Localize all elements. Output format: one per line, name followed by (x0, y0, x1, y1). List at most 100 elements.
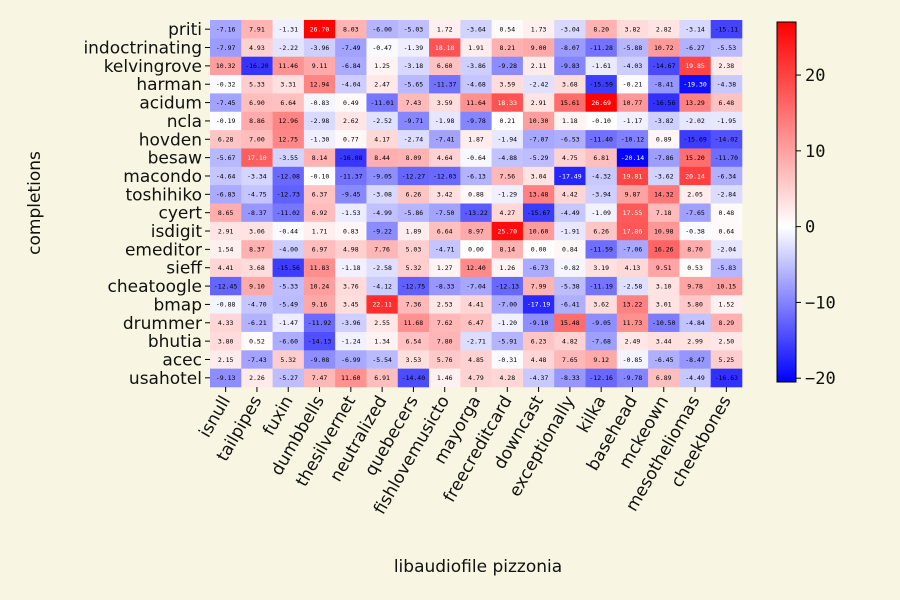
cell-value-label: 6.92 (312, 209, 328, 217)
cell-value-label: -3.34 (247, 172, 267, 180)
heatmap-cell (335, 295, 367, 314)
cell-value-label: -3.86 (466, 62, 486, 70)
heatmap-cell (679, 20, 712, 39)
heatmap-cell (491, 240, 524, 259)
cell-value-label: 8.03 (343, 25, 359, 33)
heatmap-cell (522, 148, 555, 168)
row-label: sieff (166, 259, 203, 279)
heatmap-cell (679, 331, 712, 351)
heatmap-cell (491, 166, 524, 186)
heatmap-cell (679, 240, 712, 259)
heatmap-cell (522, 185, 555, 204)
cell-value-label: -11.59 (589, 246, 613, 254)
cell-value-label: -11.02 (276, 209, 300, 217)
cell-value-label: 12.75 (278, 136, 298, 144)
heatmap-cell (241, 331, 273, 351)
heatmap-cell (648, 203, 680, 223)
heatmap-cell (616, 166, 649, 186)
cell-value-label: -0.88 (216, 301, 236, 309)
cell-value-label: -12.08 (276, 172, 300, 180)
cell-value-label: 2.15 (218, 356, 234, 364)
heatmap-cell (648, 20, 680, 39)
heatmap-cell (522, 276, 555, 296)
heatmap-cell (272, 93, 305, 113)
cell-value-label: 0.49 (343, 99, 359, 107)
heatmap-cell (335, 203, 367, 223)
cell-value-label: 11.60 (341, 374, 361, 382)
heatmap-cell (585, 203, 618, 223)
row-label: usahotel (129, 369, 202, 389)
row-label: cheatoogle (108, 277, 202, 297)
heatmap-cell (648, 258, 680, 278)
cell-value-label: 8.97 (468, 227, 484, 235)
heatmap-cell (429, 38, 461, 57)
heatmap-cell (366, 56, 399, 76)
heatmap-cell (272, 20, 305, 39)
cell-value-label: 3.76 (343, 282, 359, 290)
heatmap-cell (554, 313, 586, 333)
cell-value-label: 4.64 (437, 154, 453, 162)
cell-value-label: 8.37 (249, 246, 265, 254)
heatmap-cell (460, 258, 492, 278)
heatmap-cell (522, 295, 555, 314)
cell-value-label: -2.84 (717, 191, 737, 199)
row-labels: pritiindoctrinatingkelvingroveharmanacid… (83, 20, 210, 389)
cell-value-label: 3.10 (656, 282, 672, 290)
cell-value-label: 6.26 (593, 227, 609, 235)
cell-value-label: 9.12 (593, 356, 609, 364)
heatmap-cell (397, 148, 430, 168)
cell-value-label: -6.00 (372, 25, 392, 33)
heatmap-cell (710, 93, 743, 113)
cell-value-label: 3.80 (218, 337, 234, 345)
cell-value-label: 0.00 (531, 246, 547, 254)
heatmap-cell (491, 295, 524, 314)
row-label: ncla (167, 112, 202, 132)
heatmap-cell (397, 56, 430, 76)
cell-value-label: -16.56 (652, 99, 676, 107)
heatmap-cell (648, 313, 680, 333)
heatmap-cell (491, 313, 524, 333)
cell-value-label: 4.27 (499, 209, 515, 217)
row-label: acec (162, 350, 202, 370)
heatmap-cell (397, 20, 430, 39)
cell-value-label: -3.94 (591, 191, 611, 199)
heatmap-cell (679, 75, 712, 94)
heatmap-cell (460, 313, 492, 333)
heatmap-cell (366, 258, 399, 278)
cell-value-label: -10.12 (621, 136, 645, 144)
cell-value-label: 13.22 (623, 301, 643, 309)
cell-value-label: 7.47 (312, 374, 328, 382)
cell-value-label: 1.25 (374, 62, 390, 70)
heatmap-cell (366, 148, 399, 168)
cell-value-label: 10.15 (717, 282, 737, 290)
cell-value-label: 9.51 (656, 264, 672, 272)
cell-value-label: -0.47 (372, 44, 392, 52)
heatmap-cell (554, 258, 586, 278)
cell-value-label: 4.93 (249, 44, 265, 52)
cell-value-label: -7.06 (623, 246, 643, 254)
cell-value-label: -0.38 (685, 227, 705, 235)
heatmap-cell (272, 56, 305, 76)
heatmap-cell (679, 93, 712, 113)
heatmap-cell (491, 56, 524, 76)
heatmap-cell (522, 331, 555, 351)
heatmap-cell (491, 93, 524, 113)
cell-value-label: 6.47 (468, 319, 484, 327)
cell-value-label: 6.64 (437, 227, 453, 235)
cell-value-label: -1.17 (623, 117, 643, 125)
heatmap-cell (616, 20, 649, 39)
cell-value-label: 2.55 (374, 319, 390, 327)
cell-value-label: 11.68 (404, 319, 424, 327)
heatmap-cell (710, 295, 743, 314)
cell-value-label: 0.89 (656, 136, 672, 144)
cell-value-label: 12.40 (466, 264, 486, 272)
heatmap-cell (460, 221, 492, 241)
cell-value-label: -1.61 (591, 62, 611, 70)
cell-value-label: -0.32 (216, 81, 236, 89)
heatmap-cell (491, 276, 524, 296)
heatmap-cell (241, 350, 273, 369)
heatmap-cell (241, 240, 273, 259)
cell-value-label: 7.18 (656, 209, 672, 217)
cell-value-label: 6.26 (406, 191, 422, 199)
heatmap-cell (554, 240, 586, 259)
